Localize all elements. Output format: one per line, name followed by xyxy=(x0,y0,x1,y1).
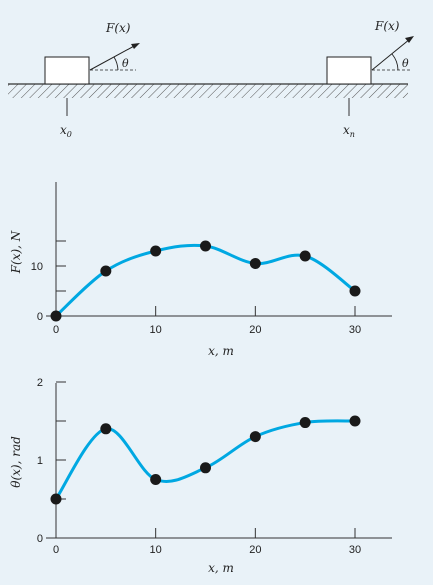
data-point xyxy=(150,474,162,485)
data-point xyxy=(50,310,62,322)
end-position-label: xn xyxy=(343,123,355,139)
angle-arc-start xyxy=(113,56,119,71)
x-tick-label: 30 xyxy=(349,544,361,556)
series-line xyxy=(54,419,357,501)
x-tick-label: 20 xyxy=(249,324,261,336)
angle-arc-end xyxy=(391,53,399,71)
force-arrowhead-end xyxy=(405,36,414,43)
y-tick-label: 0 xyxy=(37,533,43,545)
force-chart-ylabel: F(x), N xyxy=(9,230,23,274)
angle-chart-ylabel: θ(x), rad xyxy=(9,436,23,488)
data-point xyxy=(50,493,62,505)
angle-label-start: θ xyxy=(122,57,129,70)
data-point xyxy=(249,431,261,443)
angle-label-end: θ xyxy=(402,57,409,70)
data-point xyxy=(349,415,361,427)
x-tick-label: 0 xyxy=(53,324,59,336)
x-tick-label: 10 xyxy=(150,324,162,336)
data-point xyxy=(200,240,211,252)
y-tick-label: 1 xyxy=(37,455,43,467)
data-point xyxy=(100,265,112,277)
data-point xyxy=(299,250,311,262)
x-tick-label: 20 xyxy=(249,544,261,556)
y-tick-label: 10 xyxy=(31,261,43,273)
angle-chart-xlabel: x, m xyxy=(208,561,234,575)
x-tick-label: 30 xyxy=(349,324,361,336)
y-tick-label: 0 xyxy=(37,311,43,323)
force-arrow-start xyxy=(89,44,137,71)
ground-hatch xyxy=(8,84,408,98)
x-tick-label: 10 xyxy=(150,544,162,556)
data-point xyxy=(200,462,211,474)
data-point xyxy=(349,285,361,297)
block-end xyxy=(326,56,372,85)
data-point xyxy=(100,423,112,435)
data-point xyxy=(299,417,311,429)
data-point xyxy=(249,258,261,269)
force-label-end: F(x) xyxy=(374,19,400,33)
block-diagram: F(x) θ x0 F(x) θ xn xyxy=(8,19,414,139)
force-chart-xlabel: x, m xyxy=(208,344,234,358)
force-chart: F(x), N x, m 0 10 0 10 20 30 xyxy=(9,182,392,358)
start-position-label: x0 xyxy=(60,123,72,139)
x-tick-label: 0 xyxy=(53,544,59,556)
force-label-start: F(x) xyxy=(105,21,131,35)
force-arrowhead-start xyxy=(131,43,140,49)
y-tick-label: 2 xyxy=(37,377,43,389)
force-arrow-end xyxy=(371,38,411,71)
block-start xyxy=(44,56,90,85)
data-point xyxy=(150,245,162,257)
